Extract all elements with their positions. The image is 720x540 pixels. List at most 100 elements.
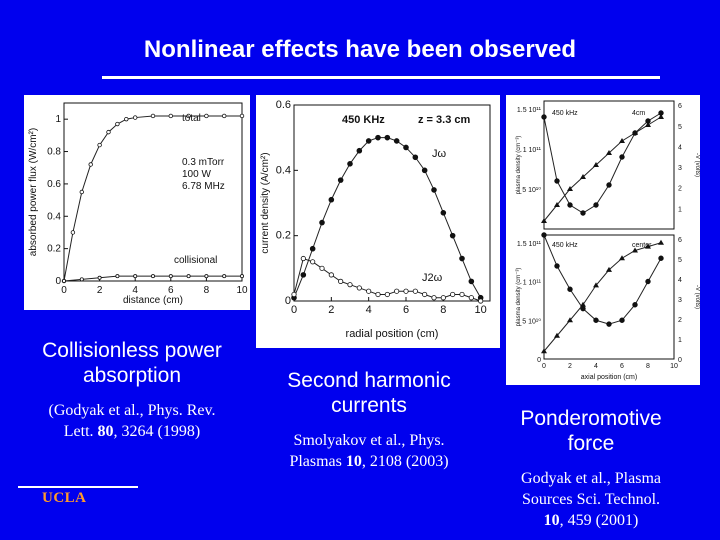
ponder-bottom-ytick-right: 4 <box>678 277 682 284</box>
ponder-top-ytick-right: 4 <box>678 144 682 151</box>
middle-reference: Smolyakov et al., Phys. Plasmas 10, 2108… <box>266 430 472 472</box>
ponder-top-density-point <box>541 114 547 120</box>
ponder-top-voltage-point <box>580 174 586 179</box>
power-total-point <box>204 113 209 119</box>
power-annot-total: total <box>182 113 201 124</box>
ponder-top-frame <box>543 100 675 230</box>
ponder-xtick-label: 2 <box>568 363 572 370</box>
ponder-annot-freq-bottom: 450 kHz <box>552 242 578 249</box>
power-xtick-label: 10 <box>236 285 248 296</box>
ponder-bottom-density-point <box>619 317 625 323</box>
harmonic-j2-point <box>422 291 428 298</box>
power-total-point <box>150 113 156 119</box>
harmonic-xtick-label: 0 <box>291 304 297 316</box>
harmonic-j2-point <box>328 272 334 278</box>
power-annot-pressure: 0.3 mTorr <box>182 157 225 168</box>
ponder-bottom-frame <box>543 234 675 360</box>
ponder-top-voltage-point <box>567 186 573 191</box>
power-collisional-point <box>204 274 209 279</box>
harmonic-j2-point <box>338 278 344 284</box>
harmonic-j1-point <box>319 219 325 226</box>
ponder-bottom-density-point <box>632 302 638 308</box>
left-reference-line1: (Godyak et al., Phys. Rev. <box>48 402 216 419</box>
ponder-bottom-ylabel-right: -V (volts) <box>694 285 700 309</box>
middle-caption-block: Second harmonic currents Smolyakov et al… <box>266 368 472 472</box>
footer-rule <box>18 486 138 488</box>
ponder-top-ytick-left: 5 10¹⁰ <box>522 186 541 194</box>
ponder-top-ytick-right: 6 <box>678 103 682 110</box>
ponder-xtick-label: 0 <box>542 363 546 370</box>
ponder-top-ylabel-left: plasma density (cm⁻³) <box>516 136 522 195</box>
ponder-bottom-voltage-point <box>541 348 547 354</box>
power-total-point <box>132 115 138 120</box>
right-reference-volume: 10 <box>543 512 560 529</box>
right-caption: Ponderomotive force <box>520 407 662 455</box>
ponderomotive-chart: 5 10¹⁰ 1 10¹¹ 1.5 10¹¹ 1 2 3 4 5 6 plasma density… <box>506 95 700 385</box>
ponder-bottom-voltage-point <box>580 301 586 307</box>
power-annot-freq: 6.78 MHz <box>182 181 225 192</box>
harmonic-xtick-label: 2 <box>328 304 334 316</box>
harmonic-j2-point <box>356 285 362 291</box>
power-total-point <box>186 113 191 119</box>
harmonic-frame <box>293 104 491 302</box>
harmonic-xtick-label: 6 <box>403 304 409 316</box>
ponder-bottom-voltage-point <box>645 243 651 249</box>
middle-caption: Second harmonic currents <box>287 369 451 417</box>
ponder-bottom-ytick-left: 1 10¹¹ <box>523 280 542 287</box>
ponder-top-voltage-point <box>619 138 625 143</box>
harmonic-ytick-label: 0.6 <box>276 99 291 111</box>
ponder-annot-4cm: 4cm <box>632 110 645 117</box>
power-ylabel: absorbed power flux (W/cm²) <box>28 128 39 256</box>
harmonic-j1-point <box>449 232 456 239</box>
ponder-bottom-voltage-line <box>543 242 662 352</box>
ponder-bottom-density-point <box>567 286 573 292</box>
harmonic-j2-point <box>319 265 325 271</box>
harmonic-j1-point <box>412 154 419 161</box>
ponder-bottom-density-point <box>593 317 599 323</box>
ponder-bottom-ytick-right: 1 <box>678 337 682 344</box>
ponder-bottom-ytick-right: 2 <box>678 317 682 324</box>
power-total-point <box>115 121 120 127</box>
harmonic-j2-point <box>459 291 465 298</box>
power-xtick-label: 6 <box>168 285 174 296</box>
power-collisional-point <box>62 278 67 283</box>
power-total-point <box>168 113 173 119</box>
ponder-bottom-density-point <box>606 321 612 327</box>
harmonic-ylabel: current density (A/cm²) <box>260 152 271 253</box>
middle-reference-line2b: , 2108 (2003) <box>361 453 449 470</box>
power-xtick-label: 0 <box>61 285 67 296</box>
ponder-bottom-voltage-point <box>593 282 599 288</box>
harmonic-j2-point <box>440 295 446 301</box>
power-xtick-label: 2 <box>97 285 103 296</box>
power-collisional-point <box>222 274 227 279</box>
ponder-bottom-voltage-point <box>619 255 625 261</box>
power-frame <box>63 102 243 282</box>
ponder-xtick-label: 4 <box>594 363 598 370</box>
ponder-top-voltage-line <box>543 116 662 222</box>
ponder-top-density-point <box>580 210 586 216</box>
harmonic-j1-point <box>459 255 465 262</box>
ponder-top-voltage-point <box>645 122 651 127</box>
harmonic-annot-freq: 450 KHz <box>342 114 385 126</box>
second-harmonic-plot: 0 2 4 6 8 10 0 0.2 0.4 0.6 radial position (cm) cur… <box>260 99 491 340</box>
title-underline <box>102 76 660 79</box>
power-xlabel: distance (cm) <box>123 295 183 306</box>
ponder-bottom-voltage-point <box>632 247 638 253</box>
ponder-top-density-point <box>619 154 625 160</box>
harmonic-j1-point <box>384 134 391 141</box>
power-collisional-point <box>168 274 173 279</box>
ponder-bottom-density-point <box>658 255 664 261</box>
ponderomotive-plot: 5 10¹⁰ 1 10¹¹ 1.5 10¹¹ 1 2 3 4 5 6 plasma density… <box>516 100 700 381</box>
power-total-point <box>106 129 111 135</box>
left-reference-line2a: Lett. <box>63 423 98 440</box>
harmonic-j2-point <box>300 255 306 262</box>
power-ytick-label: 1 <box>55 114 61 125</box>
ponder-top-voltage-point <box>658 114 664 119</box>
harmonic-annot-j1: Jω <box>432 148 447 160</box>
ponder-bottom-ytick-right: 6 <box>678 237 682 244</box>
ponder-bottom-density-point <box>541 232 547 238</box>
left-reference-volume: 80 <box>97 423 114 440</box>
left-reference: (Godyak et al., Phys. Rev. Lett. 80, 326… <box>14 400 250 442</box>
harmonic-xtick-label: 10 <box>475 304 487 316</box>
harmonic-j2-point <box>347 282 353 288</box>
